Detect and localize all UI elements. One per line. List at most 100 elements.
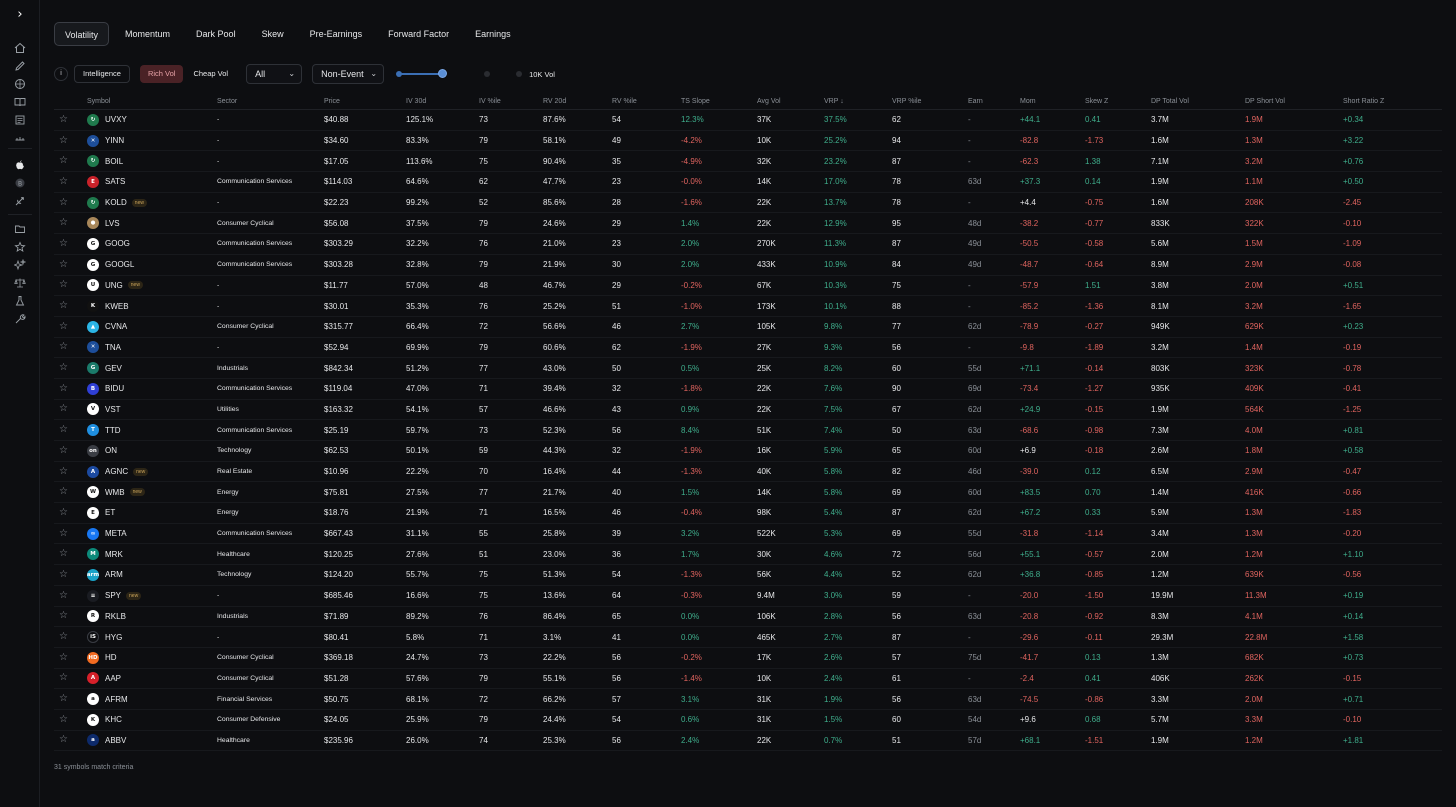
favorite-star-button[interactable]: ☆ <box>54 342 87 352</box>
symbol-cell[interactable]: arm ARM <box>87 568 217 581</box>
cheap-vol-toggle[interactable]: Cheap Vol <box>193 69 229 78</box>
favorite-star-button[interactable]: ☆ <box>54 177 87 187</box>
table-row[interactable]: ☆ E ET Energy $18.76 21.9% 71 16.5% 46 -0.4% 98K 5.… <box>54 503 1442 524</box>
symbol-cell[interactable]: V VST <box>87 403 217 416</box>
favorite-star-button[interactable]: ☆ <box>54 115 87 125</box>
table-row[interactable]: ☆ ● LVS Consumer Cyclical $56.08 37.5% 79 24.6%… <box>54 213 1442 235</box>
tab-pre-earnings[interactable]: Pre-Earnings <box>309 29 363 39</box>
apple-icon[interactable] <box>14 159 26 171</box>
symbol-cell[interactable]: T TTD <box>87 424 217 437</box>
symbol-cell[interactable]: ✕ YINN <box>87 134 217 147</box>
header-iv-percentile[interactable]: IV %ile <box>479 98 501 105</box>
header-vrp-percentile[interactable]: VRP %ile <box>892 98 922 105</box>
scale-icon[interactable] <box>14 277 26 289</box>
folder-icon[interactable] <box>14 223 26 235</box>
symbol-cell[interactable]: ↻ KOLD new <box>87 196 217 209</box>
favorite-star-button[interactable]: ☆ <box>54 239 87 249</box>
symbol-cell[interactable]: M MRK <box>87 548 217 561</box>
globe-icon[interactable] <box>14 78 26 90</box>
table-row[interactable]: ☆ ↻ UVXY - $40.88 125.1% 73 87.6% 54 12.3% 37K 37.5… <box>54 110 1442 131</box>
symbol-cell[interactable]: G GOOGL <box>87 258 217 271</box>
tab-volatility[interactable]: Volatility <box>54 22 110 46</box>
header-sector[interactable]: Sector <box>217 98 238 105</box>
coin-icon[interactable]: B <box>14 177 26 189</box>
table-row[interactable]: ☆ arm ARM Technology $124.20 55.7% 75 51.3% 54 -1… <box>54 565 1442 586</box>
table-row[interactable]: ☆ a AFRM Financial Services $50.75 68.1% 72 66.… <box>54 689 1442 710</box>
favorite-star-button[interactable]: ☆ <box>54 653 87 663</box>
symbol-cell[interactable]: a AFRM <box>87 693 217 706</box>
table-row[interactable]: ☆ U UNG new - $11.77 57.0% 48 46.7% 29 -0.2% 67K 10.… <box>54 276 1442 297</box>
pencil-icon[interactable] <box>14 60 26 72</box>
tab-momentum[interactable]: Momentum <box>125 29 171 39</box>
tab-skew[interactable]: Skew <box>261 29 284 39</box>
symbol-cell[interactable]: A AAP <box>87 672 217 685</box>
table-row[interactable]: ☆ a ABBV Healthcare $235.96 26.0% 74 25.3% 56 2.4… <box>54 731 1442 752</box>
rich-vol-toggle[interactable]: Rich Vol <box>139 65 184 83</box>
favorite-star-button[interactable]: ☆ <box>54 487 87 497</box>
symbol-cell[interactable]: K KHC <box>87 713 217 726</box>
symbol-cell[interactable]: G GEV <box>87 362 217 375</box>
favorite-star-button[interactable]: ☆ <box>54 632 87 642</box>
symbol-cell[interactable]: E SATS <box>87 175 217 188</box>
favorite-star-button[interactable]: ☆ <box>54 136 87 146</box>
table-row[interactable]: ☆ R RKLB Industrials $71.89 89.2% 76 86.4% 65 0.0… <box>54 607 1442 628</box>
favorite-star-button[interactable]: ☆ <box>54 301 87 311</box>
table-row[interactable]: ☆ on ON Technology $62.53 50.1% 59 44.3% 32 -1.9%… <box>54 441 1442 462</box>
tab-earnings[interactable]: Earnings <box>475 29 511 39</box>
rocket-icon[interactable] <box>14 195 26 207</box>
tab-dark-pool[interactable]: Dark Pool <box>196 29 236 39</box>
symbol-cell[interactable]: A AGNC new <box>87 465 217 478</box>
symbol-cell[interactable]: ∞ META <box>87 527 217 540</box>
header-iv-30d[interactable]: IV 30d <box>406 98 427 105</box>
range-slider[interactable] <box>396 64 448 84</box>
symbol-cell[interactable]: E ET <box>87 506 217 519</box>
symbol-cell[interactable]: ≡ SPY new <box>87 589 217 602</box>
table-row[interactable]: ☆ HD HD Consumer Cyclical $369.18 24.7% 73 22.2… <box>54 648 1442 669</box>
people-icon[interactable] <box>14 131 26 143</box>
header-mom[interactable]: Mom <box>1020 98 1036 105</box>
favorite-star-button[interactable]: ☆ <box>54 446 87 456</box>
table-row[interactable]: ☆ ↻ KOLD new - $22.23 99.2% 52 85.6% 28 -1.6% 22K 13… <box>54 193 1442 214</box>
event-select[interactable]: Non-Event ⌄ <box>312 64 385 84</box>
table-row[interactable]: ☆ K KHC Consumer Defensive $24.05 25.9% 79 24.4… <box>54 710 1442 731</box>
favorite-star-button[interactable]: ☆ <box>54 715 87 725</box>
table-row[interactable]: ☆ G GOOG Communication Services $303.29 32.2%… <box>54 234 1442 255</box>
favorite-star-button[interactable]: ☆ <box>54 322 87 332</box>
favorite-star-button[interactable]: ☆ <box>54 529 87 539</box>
flask-icon[interactable] <box>14 295 26 307</box>
symbol-cell[interactable]: HD HD <box>87 651 217 664</box>
table-row[interactable]: ☆ iS HYG - $80.41 5.8% 71 3.1% 41 0.0% 465K 2.7% 87 -… <box>54 627 1442 648</box>
symbol-cell[interactable]: ↻ UVXY <box>87 113 217 126</box>
favorite-star-button[interactable]: ☆ <box>54 280 87 290</box>
table-row[interactable]: ☆ ≡ SPY new - $685.46 16.6% 75 13.6% 64 -0.3% 9.4M 3… <box>54 586 1442 607</box>
tab-forward-factor[interactable]: Forward Factor <box>388 29 450 39</box>
favorite-star-button[interactable]: ☆ <box>54 694 87 704</box>
favorite-star-button[interactable]: ☆ <box>54 218 87 228</box>
wrench-icon[interactable] <box>14 313 26 325</box>
favorite-star-button[interactable]: ☆ <box>54 425 87 435</box>
symbol-cell[interactable]: U UNG new <box>87 279 217 292</box>
table-row[interactable]: ☆ E SATS Communication Services $114.03 64.6%… <box>54 172 1442 193</box>
symbol-cell[interactable]: ✕ TNA <box>87 341 217 354</box>
universe-select[interactable]: All ⌄ <box>246 64 303 84</box>
header-vrp[interactable]: VRP ↓ <box>824 98 844 105</box>
table-row[interactable]: ☆ ↻ BOIL - $17.05 113.6% 75 90.4% 35 -4.9% 32K 23.2… <box>54 151 1442 173</box>
book-icon[interactable] <box>14 96 26 108</box>
sparkles-icon[interactable] <box>14 259 26 271</box>
header-ts-slope[interactable]: TS Slope <box>681 98 710 105</box>
newspaper-icon[interactable] <box>14 114 26 126</box>
slider-max-handle[interactable] <box>438 69 448 78</box>
symbol-cell[interactable]: W WMB new <box>87 486 217 499</box>
favorite-star-button[interactable]: ☆ <box>54 591 87 601</box>
table-row[interactable]: ☆ M MRK Healthcare $120.25 27.6% 51 23.0% 36 1.7%… <box>54 544 1442 566</box>
symbol-cell[interactable]: R RKLB <box>87 610 217 623</box>
table-row[interactable]: ☆ V VST Utilities $163.32 54.1% 57 46.6% 43 0.9% 2… <box>54 400 1442 421</box>
symbol-cell[interactable]: ▲ CVNA <box>87 320 217 333</box>
symbol-cell[interactable]: B BIDU <box>87 382 217 395</box>
slider-min-handle[interactable] <box>396 71 403 77</box>
favorite-star-button[interactable]: ☆ <box>54 735 87 745</box>
table-row[interactable]: ☆ ▲ CVNA Consumer Cyclical $315.77 66.4% 72 56.… <box>54 317 1442 338</box>
star-icon[interactable] <box>14 241 26 253</box>
header-short-ratio-z[interactable]: Short Ratio Z <box>1343 98 1385 105</box>
header-skew-z[interactable]: Skew Z <box>1085 98 1109 105</box>
